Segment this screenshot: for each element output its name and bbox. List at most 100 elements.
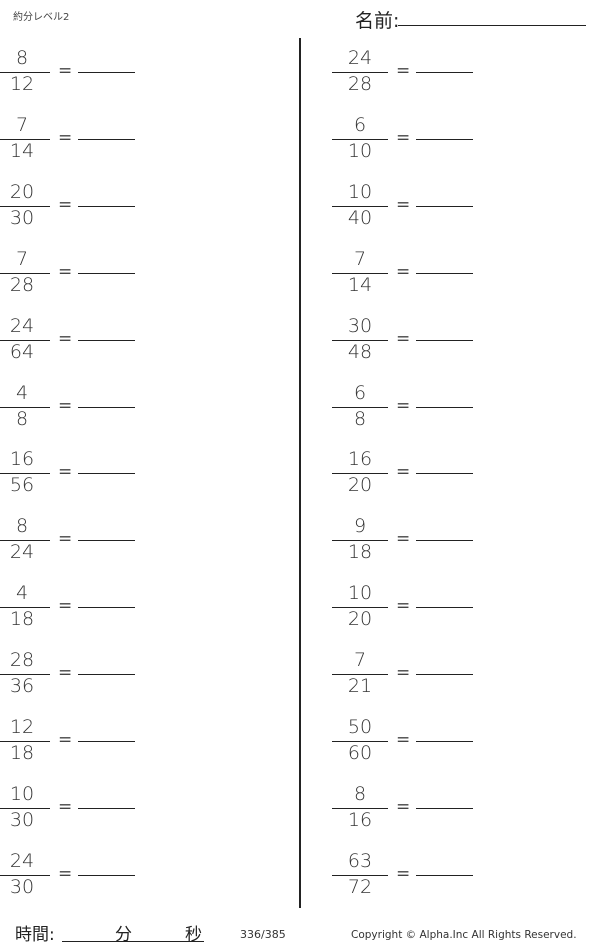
equals-sign: =	[396, 596, 411, 617]
answer-line[interactable]	[78, 205, 135, 207]
denominator: 28	[347, 73, 373, 95]
answer-line[interactable]	[416, 607, 473, 609]
numerator: 24	[347, 47, 373, 69]
answer-line[interactable]	[416, 807, 473, 809]
answer-line[interactable]	[78, 807, 135, 809]
fraction-bar	[332, 741, 388, 742]
answer-line[interactable]	[78, 473, 135, 475]
numerator: 10	[347, 180, 373, 203]
fraction-bar	[332, 674, 388, 676]
answer-line[interactable]	[416, 339, 473, 341]
answer-line[interactable]	[416, 406, 473, 408]
numerator: 30	[347, 314, 373, 337]
answer-line[interactable]	[416, 138, 473, 140]
fraction-bar	[0, 674, 50, 676]
numerator: 12	[9, 716, 35, 738]
answer-line[interactable]	[78, 72, 135, 73]
denominator: 36	[9, 675, 35, 698]
denominator: 20	[347, 474, 373, 497]
equals-sign: =	[396, 127, 411, 148]
numerator: 16	[9, 448, 35, 471]
fraction-bar	[332, 272, 388, 274]
answer-line[interactable]	[416, 72, 473, 73]
equals-sign: =	[396, 863, 411, 884]
numerator: 10	[9, 782, 35, 805]
numerator: 50	[347, 716, 373, 738]
answer-line[interactable]	[78, 272, 135, 274]
answer-line[interactable]	[78, 674, 135, 676]
answer-line[interactable]	[416, 741, 473, 742]
fraction-bar	[332, 406, 388, 408]
equals-sign: =	[396, 529, 411, 550]
numerator: 28	[9, 649, 35, 672]
fraction-bar	[0, 205, 50, 207]
equals-sign: =	[396, 462, 411, 483]
fraction-bar	[332, 339, 388, 341]
fraction-bar	[332, 205, 388, 207]
minutes-label: 分	[115, 925, 132, 945]
fraction-bar	[332, 72, 388, 73]
answer-line[interactable]	[78, 874, 135, 876]
answer-line[interactable]	[416, 473, 473, 475]
numerator: 10	[347, 582, 373, 605]
numerator: 63	[347, 849, 373, 872]
equals-sign: =	[58, 663, 73, 684]
numerator: 16	[347, 448, 373, 471]
numerator: 24	[9, 314, 35, 337]
answer-line[interactable]	[78, 339, 135, 341]
equals-sign: =	[396, 395, 411, 416]
denominator: 14	[347, 273, 373, 296]
equals-sign: =	[58, 796, 73, 817]
equals-sign: =	[58, 194, 73, 215]
answer-line[interactable]	[416, 272, 473, 274]
fraction-bar	[0, 874, 50, 876]
answer-line[interactable]	[416, 674, 473, 676]
answer-line[interactable]	[78, 138, 135, 140]
numerator: 9	[353, 515, 367, 538]
fraction-bar	[332, 807, 388, 809]
equals-sign: =	[396, 796, 411, 817]
equals-sign: =	[58, 529, 73, 550]
numerator: 8	[15, 515, 29, 538]
denominator: 30	[9, 206, 35, 229]
denominator: 60	[347, 742, 373, 764]
numerator: 7	[15, 113, 29, 136]
answer-line[interactable]	[78, 540, 135, 542]
denominator: 18	[347, 541, 373, 564]
denominator: 40	[347, 206, 373, 229]
fraction-bar	[0, 339, 50, 341]
fraction-bar	[332, 138, 388, 140]
denominator: 8	[353, 407, 367, 430]
worksheet-title: 約分レベル2	[13, 12, 70, 23]
answer-line[interactable]	[416, 205, 473, 207]
denominator: 72	[347, 875, 373, 898]
numerator: 8	[15, 47, 29, 69]
answer-line[interactable]	[78, 406, 135, 408]
fraction-bar	[332, 540, 388, 542]
denominator: 28	[9, 273, 35, 296]
numerator: 6	[353, 381, 367, 404]
fraction-bar	[0, 540, 50, 542]
answer-line[interactable]	[416, 874, 473, 876]
denominator: 56	[9, 474, 35, 497]
equals-sign: =	[58, 863, 73, 884]
fraction-bar	[0, 138, 50, 140]
equals-sign: =	[58, 261, 73, 282]
equals-sign: =	[58, 596, 73, 617]
denominator: 64	[9, 340, 35, 363]
denominator: 30	[9, 808, 35, 831]
time-input-line[interactable]	[62, 941, 204, 942]
column-divider	[299, 38, 301, 908]
equals-sign: =	[396, 328, 411, 349]
equals-sign: =	[396, 61, 411, 81]
answer-line[interactable]	[78, 741, 135, 742]
answer-line[interactable]	[78, 607, 135, 609]
name-input-line[interactable]	[398, 25, 586, 26]
denominator: 21	[347, 675, 373, 698]
denominator: 8	[15, 407, 29, 430]
numerator: 20	[9, 180, 35, 203]
denominator: 20	[347, 608, 373, 631]
fraction-bar	[0, 473, 50, 475]
equals-sign: =	[58, 61, 73, 81]
answer-line[interactable]	[416, 540, 473, 542]
